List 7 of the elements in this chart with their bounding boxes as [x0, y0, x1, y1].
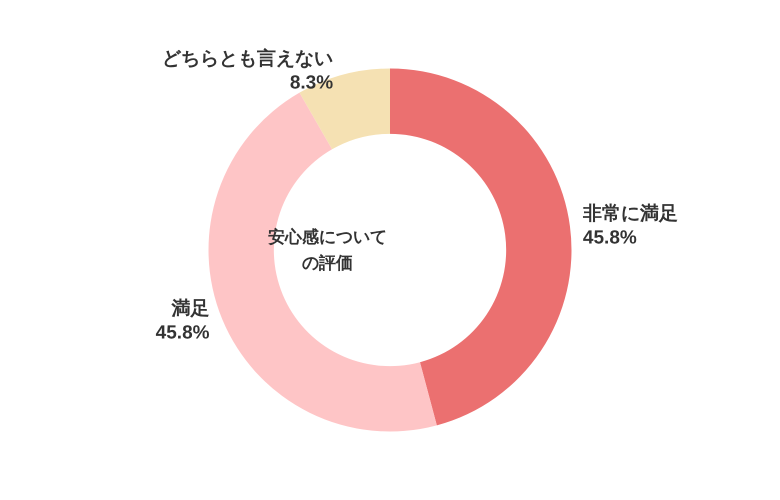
- text: 安心感についての評価: [268, 228, 387, 272]
- slice-label: 非常に満足: [582, 202, 678, 224]
- data-label: 45.8%: [582, 227, 637, 248]
- slice-label: どちらとも言えない: [162, 47, 334, 70]
- data-label: 45.8%: [156, 322, 210, 344]
- slice-label: 満足: [170, 297, 210, 320]
- data-label: 8.3%: [290, 72, 334, 94]
